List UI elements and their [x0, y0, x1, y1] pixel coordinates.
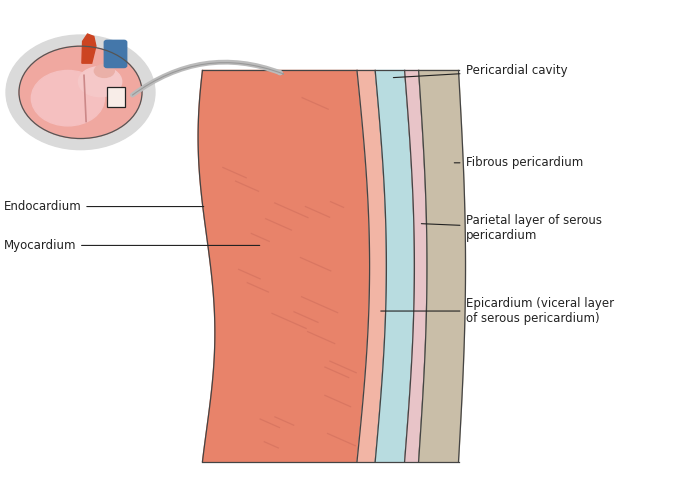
Ellipse shape [19, 46, 142, 139]
Text: Endocardium: Endocardium [4, 200, 204, 213]
Bar [107, 87, 125, 107]
Text: Epicardium (viceral layer
of serous pericardium): Epicardium (viceral layer of serous peri… [381, 297, 614, 325]
Ellipse shape [78, 67, 122, 97]
Text: Parietal layer of serous
pericardium: Parietal layer of serous pericardium [421, 214, 601, 243]
Ellipse shape [6, 35, 155, 150]
Polygon shape [198, 70, 370, 462]
Polygon shape [419, 70, 466, 462]
Ellipse shape [32, 70, 104, 126]
Text: Pericardial cavity: Pericardial cavity [393, 64, 567, 78]
Polygon shape [82, 34, 96, 63]
Polygon shape [375, 70, 414, 462]
Ellipse shape [94, 65, 114, 77]
Ellipse shape [14, 41, 147, 144]
Text: Myocardium: Myocardium [4, 239, 260, 252]
FancyArrowPatch shape [132, 62, 280, 95]
Ellipse shape [11, 39, 150, 146]
FancyBboxPatch shape [104, 40, 127, 68]
Polygon shape [405, 70, 427, 462]
Text: Fibrous pericardium: Fibrous pericardium [454, 156, 582, 169]
Polygon shape [357, 70, 386, 462]
Ellipse shape [8, 37, 153, 148]
